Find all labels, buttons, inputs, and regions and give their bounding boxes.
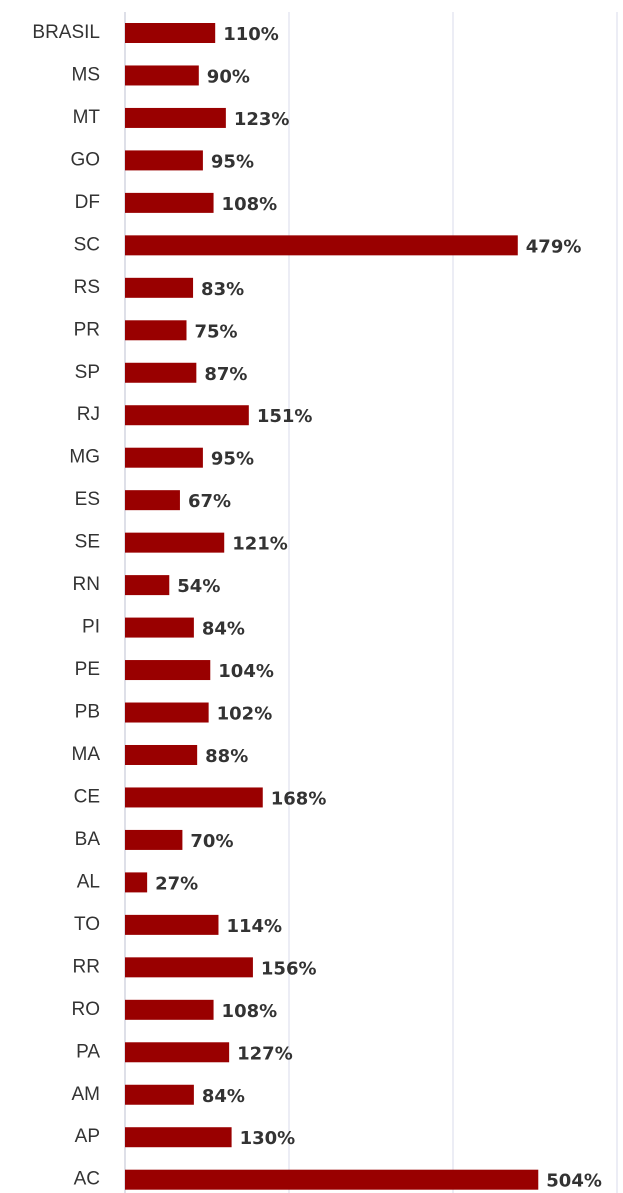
y-tick-label: PR — [74, 319, 100, 340]
data-label: 123% — [234, 109, 290, 130]
y-tick-label: RS — [74, 277, 100, 298]
y-tick-label: PA — [76, 1041, 100, 1062]
data-label: 168% — [271, 788, 327, 809]
bar — [125, 660, 211, 681]
bar — [125, 1042, 230, 1063]
y-tick-label: MT — [73, 107, 101, 128]
y-tick-label: AM — [72, 1084, 101, 1105]
bar — [125, 702, 209, 723]
bar — [125, 320, 187, 341]
bar — [125, 150, 203, 171]
bar — [125, 490, 180, 511]
y-tick-label: GO — [70, 149, 100, 170]
data-label: 87% — [204, 364, 247, 385]
y-tick-label: PI — [82, 617, 100, 638]
bar — [125, 1169, 539, 1190]
data-label: 83% — [201, 279, 244, 300]
y-tick-label: BA — [75, 829, 101, 850]
y-tick-label: AL — [77, 871, 100, 892]
y-tick-label: ES — [75, 489, 100, 510]
y-tick-label: SP — [75, 362, 100, 383]
data-label: 110% — [223, 24, 279, 45]
data-label: 108% — [222, 194, 278, 215]
bar — [125, 532, 225, 553]
y-tick-label: RO — [72, 999, 101, 1020]
data-label: 90% — [207, 66, 250, 87]
data-label: 479% — [526, 236, 582, 257]
data-label: 84% — [202, 619, 245, 640]
y-tick-label: MG — [69, 447, 100, 468]
y-tick-label: RR — [73, 956, 100, 977]
data-label: 75% — [195, 321, 238, 342]
bar — [125, 575, 170, 596]
y-tick-label: PB — [75, 702, 100, 723]
bar — [125, 957, 253, 978]
data-label: 70% — [190, 831, 233, 852]
y-tick-label: MS — [72, 64, 101, 85]
data-label: 27% — [155, 873, 198, 894]
bar — [125, 999, 214, 1020]
y-tick-label: DF — [75, 192, 100, 213]
data-label: 151% — [257, 406, 313, 427]
y-tick-label: SE — [75, 532, 100, 553]
bar — [125, 107, 226, 128]
data-label: 114% — [226, 916, 282, 937]
data-label: 108% — [222, 1001, 278, 1022]
bar — [125, 362, 197, 383]
data-label: 102% — [217, 704, 273, 725]
bar — [125, 192, 214, 213]
bar — [125, 1084, 194, 1105]
data-label: 127% — [237, 1043, 293, 1064]
data-label: 88% — [205, 746, 248, 767]
y-tick-label: RN — [73, 574, 100, 595]
y-tick-label: CE — [74, 786, 100, 807]
bar — [125, 23, 216, 43]
bar — [125, 872, 148, 893]
data-label: 104% — [218, 661, 274, 682]
y-tick-label: SC — [74, 234, 100, 255]
bar — [125, 405, 249, 426]
bar — [125, 65, 199, 86]
bar — [125, 617, 194, 638]
y-tick-label: AP — [75, 1126, 100, 1147]
y-tick-label: RJ — [77, 404, 100, 425]
y-tick-label: AC — [74, 1169, 100, 1190]
data-label: 504% — [546, 1171, 602, 1192]
data-label: 95% — [211, 449, 254, 470]
data-label: 130% — [240, 1128, 296, 1149]
data-label: 156% — [261, 958, 317, 979]
bar — [125, 744, 198, 765]
data-label: 84% — [202, 1086, 245, 1107]
data-label: 67% — [188, 491, 231, 512]
y-tick-label: MA — [72, 744, 101, 765]
y-tick-label: TO — [74, 914, 100, 935]
y-tick-label: BRASIL — [32, 22, 100, 43]
bar — [125, 447, 203, 468]
data-label: 95% — [211, 151, 254, 172]
y-tick-label: PE — [75, 659, 100, 680]
bar — [125, 235, 518, 256]
bar — [125, 829, 183, 850]
bar — [125, 1127, 232, 1148]
bar — [125, 277, 194, 298]
data-label: 54% — [177, 576, 220, 597]
data-label: 121% — [232, 534, 288, 555]
bar — [125, 914, 219, 935]
bar — [125, 787, 263, 808]
